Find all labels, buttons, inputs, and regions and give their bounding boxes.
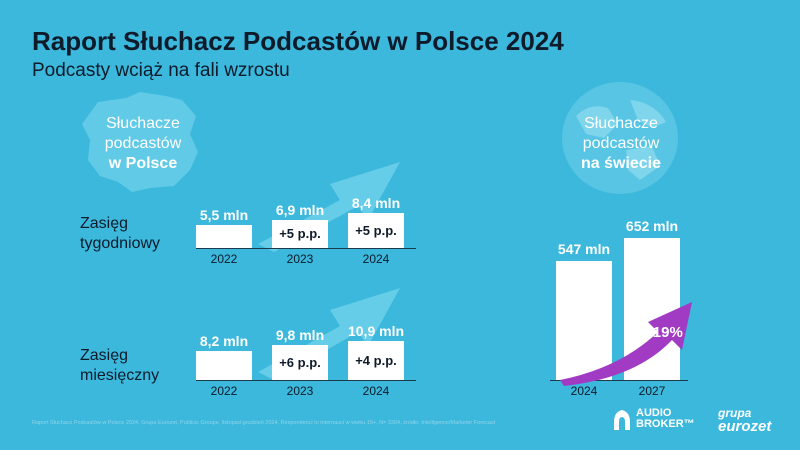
- eurozet-logo: grupa eurozet: [718, 406, 772, 435]
- monthly-change-label-2023: +6 p.p.: [279, 354, 321, 370]
- weekly-value-label-2023: 6,9 mln: [275, 202, 325, 218]
- monthly-bar-2022: [196, 351, 252, 380]
- poland-label: Słuchacze podcastów w Polsce: [104, 115, 182, 172]
- world-year-label-2024: 2024: [570, 384, 598, 398]
- globe-icon: [562, 82, 678, 194]
- monthly-bar-2023: [272, 345, 328, 380]
- growth-arrow-icon: [560, 302, 692, 386]
- monthly-value-label-2022: 8,2 mln: [199, 333, 249, 349]
- monthly-year-label-2022: 2022: [210, 384, 238, 398]
- audio-broker-logo-icon: [612, 408, 632, 432]
- weekly-change-label-2024: +5 p.p.: [355, 222, 397, 238]
- weekly-change-label-2023: +5 p.p.: [279, 226, 321, 241]
- world-label: Słuchacze podcastów na świecie: [580, 115, 662, 172]
- weekly-value-label-2022: 5,5 mln: [199, 207, 249, 223]
- weekly-reach-label: Zasięg tygodniowy: [80, 215, 161, 252]
- world-bar-2024: [556, 261, 612, 380]
- monthly-change-label-2024: +4 p.p.: [355, 352, 397, 368]
- world-axis: [550, 380, 688, 381]
- weekly-reach-chart: 5,5 mln 2022 6,9 mln +5 p.p. 2023 8,4 mln +5 p…: [190, 170, 420, 270]
- weekly-year-label-2024: 2024: [362, 252, 390, 266]
- monthly-year-label-2023: 2023: [286, 384, 314, 398]
- weekly-value-label-2024: 8,4 mln: [351, 195, 401, 211]
- page-title: Raport Słuchacz Podcastów w Polsce 2024: [32, 26, 564, 56]
- weekly-year-label-2023: 2023: [286, 252, 314, 266]
- monthly-reach-chart: 8,2 mln 2022 9,8 mln +6 p.p. 2023 10,9 mln +4 …: [190, 302, 420, 402]
- monthly-axis: [196, 380, 416, 381]
- world-value-label-2027: 652 mln: [625, 218, 679, 234]
- world-listeners-chart: 547 mln 2024 652 mln 2027 +19%: [540, 200, 700, 400]
- page-subtitle: Podcasty wciąż na fali wzrostu: [32, 60, 290, 81]
- weekly-year-label-2022: 2022: [210, 252, 238, 266]
- weekly-bar-2024: [348, 213, 404, 248]
- world-growth-label: +19%: [644, 324, 683, 341]
- world-year-label-2027: 2027: [638, 384, 666, 398]
- world-value-label-2024: 547 mln: [557, 241, 611, 257]
- monthly-reach-label: Zasięg miesięczny: [80, 347, 160, 384]
- monthly-bar-2024: [348, 341, 404, 380]
- weekly-bar-2022: [196, 225, 252, 248]
- monthly-year-label-2024: 2024: [362, 384, 390, 398]
- poland-map-icon: [82, 92, 198, 192]
- monthly-value-label-2023: 9,8 mln: [275, 327, 325, 343]
- weekly-axis: [196, 248, 416, 249]
- source-footnote: Raport Słuchacz Podcastów w Polsce 2024,…: [32, 420, 496, 426]
- weekly-bar-2023: [272, 220, 328, 248]
- monthly-value-label-2024: 10,9 mln: [347, 323, 405, 339]
- audio-broker-logo: AUDIO BROKER™: [636, 407, 695, 430]
